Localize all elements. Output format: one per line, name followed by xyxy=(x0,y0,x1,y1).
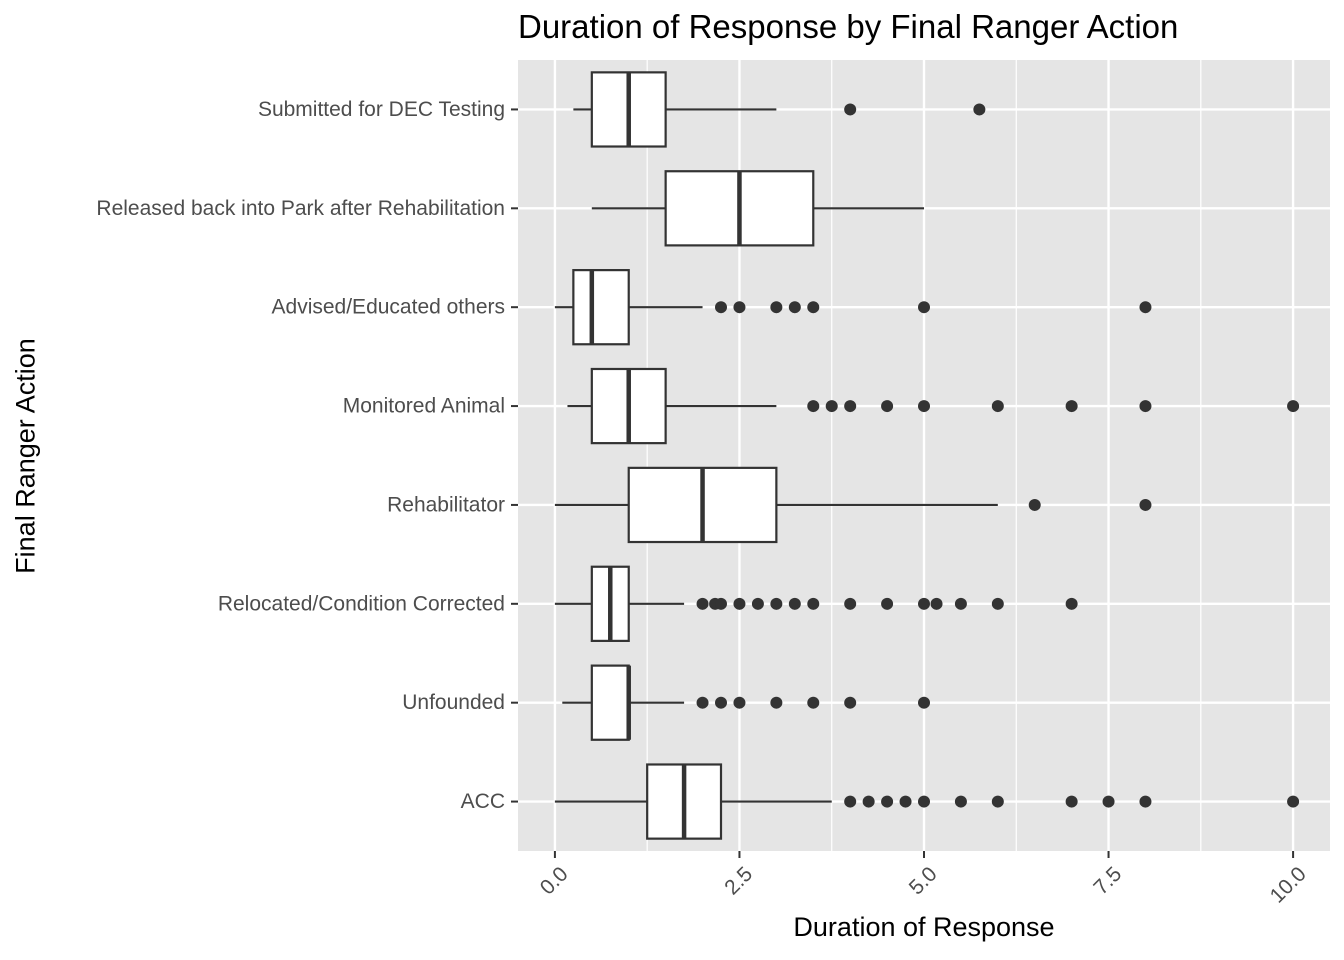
y-tick-label: Unfounded xyxy=(402,691,505,714)
x-tick-label: 5.0 xyxy=(905,862,942,899)
outlier-point xyxy=(751,597,764,610)
outlier-point xyxy=(991,400,1004,413)
outlier-point xyxy=(1028,498,1041,511)
outlier-point xyxy=(1065,597,1078,610)
outlier-point xyxy=(715,597,727,610)
outlier-point xyxy=(770,696,783,709)
outlier-point xyxy=(954,597,967,610)
y-tick-label: Rehabilitator xyxy=(387,493,505,516)
outlier-point xyxy=(881,597,894,610)
outlier-point xyxy=(991,795,1004,808)
outlier-point xyxy=(899,795,912,808)
outlier-point xyxy=(844,103,857,116)
outlier-point xyxy=(930,597,943,610)
outlier-point xyxy=(1139,498,1152,511)
outlier-point xyxy=(844,597,857,610)
outlier-point xyxy=(696,696,709,709)
outlier-point xyxy=(881,795,894,808)
outlier-point xyxy=(1065,400,1078,413)
outlier-point xyxy=(918,696,930,709)
outlier-point xyxy=(918,400,930,413)
outlier-point xyxy=(696,597,709,610)
x-axis-label: Duration of Response xyxy=(793,912,1055,942)
y-tick-label: Monitored Animal xyxy=(343,395,505,418)
outlier-point xyxy=(788,597,801,610)
outlier-point xyxy=(1139,301,1152,314)
outlier-point xyxy=(788,301,801,314)
outlier-point xyxy=(807,597,820,610)
iqr-box xyxy=(590,664,630,741)
y-axis-label: Final Ranger Action xyxy=(10,338,41,574)
chart-title: Duration of Response by Final Ranger Act… xyxy=(518,8,1179,45)
outlier-point xyxy=(715,301,727,314)
x-tick-label: 2.5 xyxy=(720,862,757,899)
outlier-point xyxy=(862,795,875,808)
y-tick-label: Submitted for DEC Testing xyxy=(258,98,505,121)
outlier-point xyxy=(954,795,967,808)
y-tick-label: ACC xyxy=(461,790,505,813)
outlier-point xyxy=(991,597,1004,610)
outlier-point xyxy=(807,400,820,413)
outlier-point xyxy=(733,301,746,314)
outlier-point xyxy=(844,400,857,413)
outlier-point xyxy=(918,597,930,610)
outlier-point xyxy=(1139,795,1152,808)
y-tick-label: Released back into Park after Rehabilita… xyxy=(96,197,505,220)
outlier-point xyxy=(733,597,746,610)
x-tick-label: 0.0 xyxy=(536,862,573,899)
outlier-point xyxy=(1287,795,1300,808)
outlier-point xyxy=(825,400,838,413)
outlier-point xyxy=(1139,400,1152,413)
outlier-point xyxy=(1102,795,1115,808)
outlier-point xyxy=(973,103,986,116)
x-tick-label: 10.0 xyxy=(1266,862,1311,907)
outlier-point xyxy=(807,301,820,314)
y-tick-label: Relocated/Condition Corrected xyxy=(218,592,505,615)
outlier-point xyxy=(918,301,930,314)
outlier-point xyxy=(1065,795,1078,808)
x-tick-label: 7.5 xyxy=(1089,862,1126,899)
outlier-point xyxy=(918,795,930,808)
outlier-point xyxy=(1287,400,1300,413)
iqr-box xyxy=(572,269,630,346)
y-tick-label: Advised/Educated others xyxy=(272,296,505,319)
outlier-point xyxy=(770,597,783,610)
outlier-point xyxy=(733,696,746,709)
outlier-point xyxy=(881,400,894,413)
outlier-point xyxy=(715,696,727,709)
outlier-point xyxy=(844,795,857,808)
outlier-point xyxy=(844,696,857,709)
outlier-point xyxy=(770,301,783,314)
outlier-point xyxy=(807,696,820,709)
